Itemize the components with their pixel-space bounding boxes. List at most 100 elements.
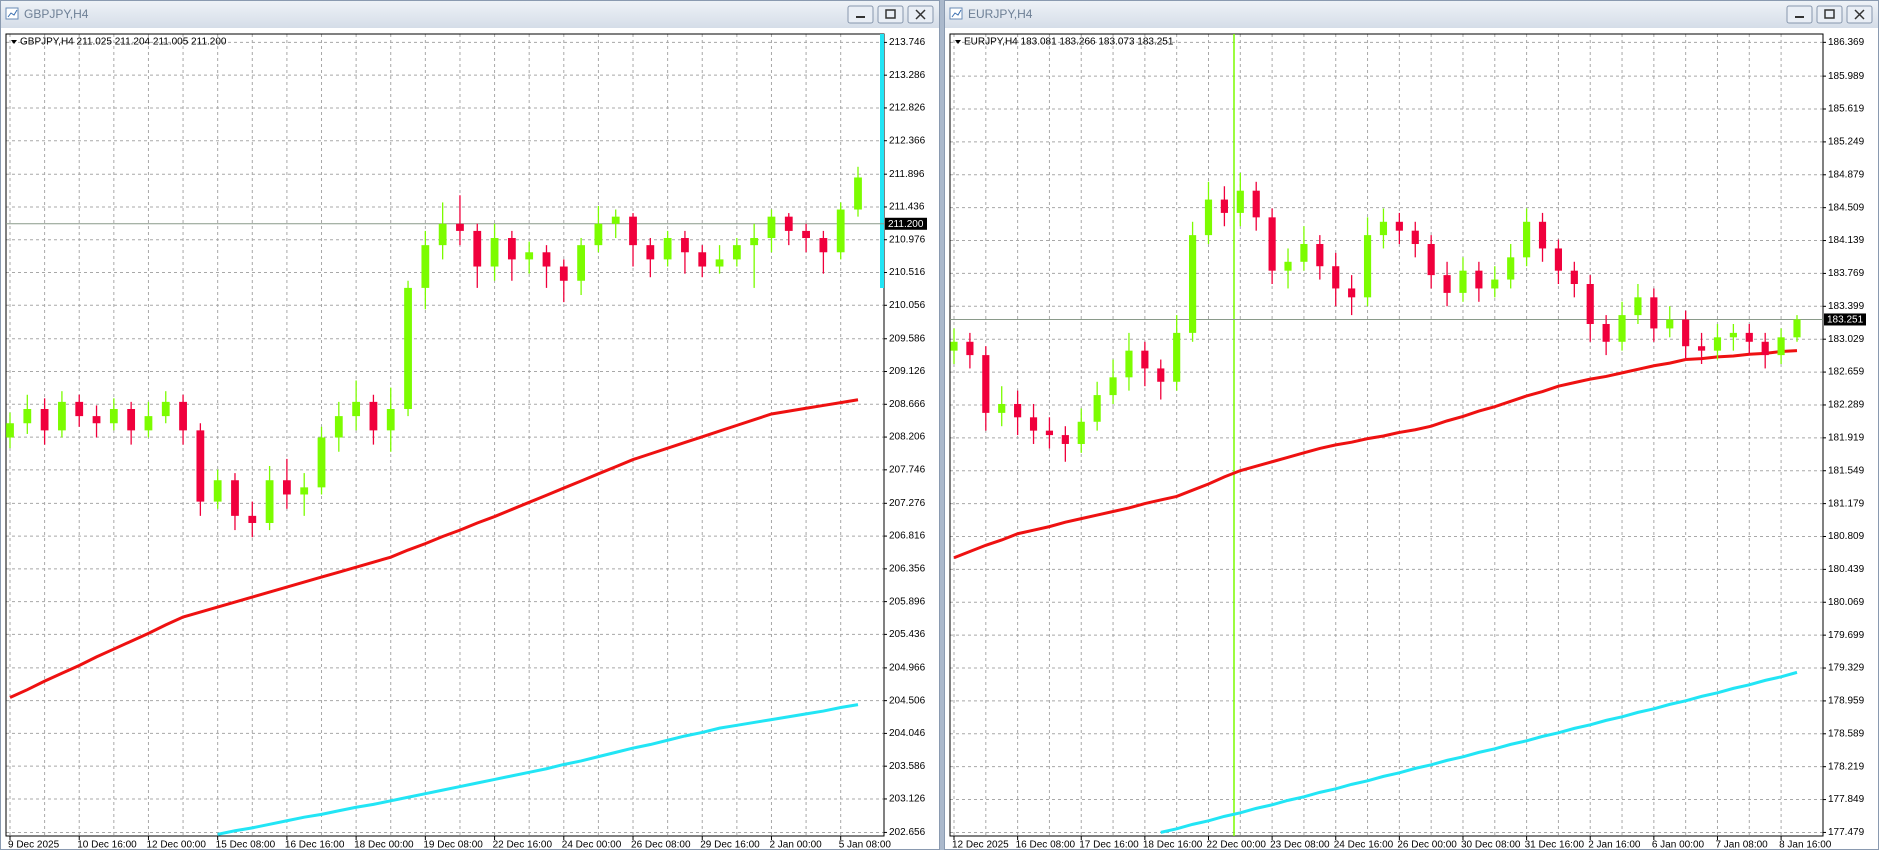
candle-body (646, 245, 655, 260)
y-tick-label: 202.656 (889, 827, 926, 838)
candle-body (248, 515, 257, 523)
y-tick-label: 203.126 (889, 794, 926, 805)
candle-body (231, 480, 239, 516)
candle-body (836, 209, 845, 253)
x-tick-label: 16 Dec 08:00 (1016, 840, 1076, 850)
candle-body (1029, 417, 1038, 431)
candle-body (1157, 368, 1165, 382)
candle-body (1204, 199, 1213, 236)
candle-body (144, 416, 153, 431)
candle-body (1173, 332, 1181, 382)
candle-body (982, 355, 990, 413)
candle-body (438, 223, 447, 246)
candle-body (127, 408, 136, 431)
candle-body (369, 401, 378, 431)
y-tick-label: 183.399 (1828, 301, 1865, 312)
candle-body (1729, 332, 1737, 338)
minimize-button[interactable] (1786, 5, 1813, 24)
indicator-bar (880, 34, 884, 288)
header-arrow (955, 40, 961, 44)
candle-body (473, 230, 482, 267)
title-bar (945, 1, 1878, 28)
x-tick-label: 26 Dec 00:00 (1397, 840, 1457, 850)
candle-body (352, 401, 361, 417)
candle-body (1252, 190, 1260, 218)
chart-window: GBPJPY,H4 213.746 213.286 212.826 212.366 211… (0, 0, 940, 850)
y-tick-label: 185.619 (1828, 104, 1865, 115)
candle-body (1570, 270, 1578, 285)
y-tick-label: 184.879 (1828, 169, 1865, 180)
candle-body (681, 238, 689, 253)
y-tick-label: 209.126 (889, 366, 926, 377)
candle-body (611, 216, 620, 224)
candle-body (715, 259, 724, 267)
x-tick-label: 31 Dec 16:00 (1525, 840, 1585, 850)
y-tick-label: 182.289 (1828, 400, 1865, 411)
x-tick-label: 17 Dec 16:00 (1079, 840, 1139, 850)
candle-body (1697, 346, 1706, 351)
candle-body (1061, 435, 1069, 444)
y-tick-label: 206.816 (889, 531, 926, 542)
x-tick-label: 2 Jan 00:00 (769, 840, 822, 850)
minimize-button[interactable] (847, 5, 874, 24)
candle-body (1618, 315, 1626, 342)
y-tick-label: 178.959 (1828, 696, 1865, 707)
candle-body (1316, 244, 1324, 267)
chart-window: EURJPY,H4 186.369 185.989 185.619 185.249 184… (944, 0, 1879, 850)
candle-body (542, 252, 551, 267)
x-tick-label: 24 Dec 16:00 (1334, 840, 1394, 850)
y-tick-label: 178.219 (1828, 761, 1865, 772)
x-tick-label: 5 Jan 08:00 (839, 840, 892, 850)
candle-body (1650, 297, 1658, 329)
y-tick-label: 180.069 (1828, 597, 1865, 608)
candle-body (750, 238, 759, 246)
x-tick-label: 10 Dec 16:00 (77, 840, 137, 850)
maximize-button[interactable] (877, 5, 904, 24)
x-tick-label: 26 Dec 08:00 (631, 840, 691, 850)
candle-body (1793, 319, 1801, 338)
candle-body (1523, 221, 1531, 258)
current-price-label: 183.251 (1827, 315, 1864, 326)
y-tick-label: 177.479 (1828, 827, 1865, 838)
candle-body (1348, 288, 1356, 298)
candle-body (1602, 323, 1610, 342)
candle-body (283, 480, 291, 495)
y-tick-label: 205.896 (889, 596, 926, 607)
candle-body (92, 416, 101, 424)
window-icon-graph (951, 9, 962, 18)
y-tick-label: 183.769 (1828, 268, 1865, 279)
candle-body (966, 341, 974, 356)
y-tick-label: 179.329 (1828, 663, 1865, 674)
candle-body (1443, 275, 1451, 293)
candle-body (1586, 284, 1594, 324)
candle-body (161, 401, 170, 417)
y-tick-label: 204.046 (889, 728, 926, 739)
candle-body (6, 423, 14, 438)
candle-body (1093, 395, 1101, 422)
y-tick-label: 209.586 (889, 333, 926, 344)
y-tick-label: 182.659 (1828, 367, 1865, 378)
candle-body (1332, 266, 1340, 289)
y-tick-label: 207.276 (889, 498, 926, 509)
y-tick-label: 208.666 (889, 399, 926, 410)
x-tick-label: 12 Dec 2025 (952, 840, 1009, 850)
x-tick-label: 22 Dec 16:00 (493, 840, 553, 850)
window-title: GBPJPY,H4 (24, 7, 89, 21)
maximize-button[interactable] (1816, 5, 1843, 24)
y-tick-label: 178.589 (1828, 728, 1865, 739)
y-tick-label: 210.056 (889, 300, 926, 311)
candle-body (58, 401, 66, 431)
y-tick-label: 183.029 (1828, 334, 1865, 345)
candle-body (265, 480, 274, 523)
candle-body (1395, 221, 1403, 231)
y-tick-label: 210.516 (889, 267, 926, 278)
x-tick-label: 29 Dec 16:00 (700, 840, 760, 850)
close-glyph (1854, 9, 1865, 20)
y-tick-label: 210.976 (889, 234, 926, 245)
x-tick-label: 22 Dec 00:00 (1206, 840, 1266, 850)
window-frame (0, 0, 940, 850)
y-tick-label: 181.549 (1828, 465, 1865, 476)
candle-body (334, 416, 343, 438)
candle-body (1300, 244, 1308, 262)
candle-body (819, 238, 828, 253)
